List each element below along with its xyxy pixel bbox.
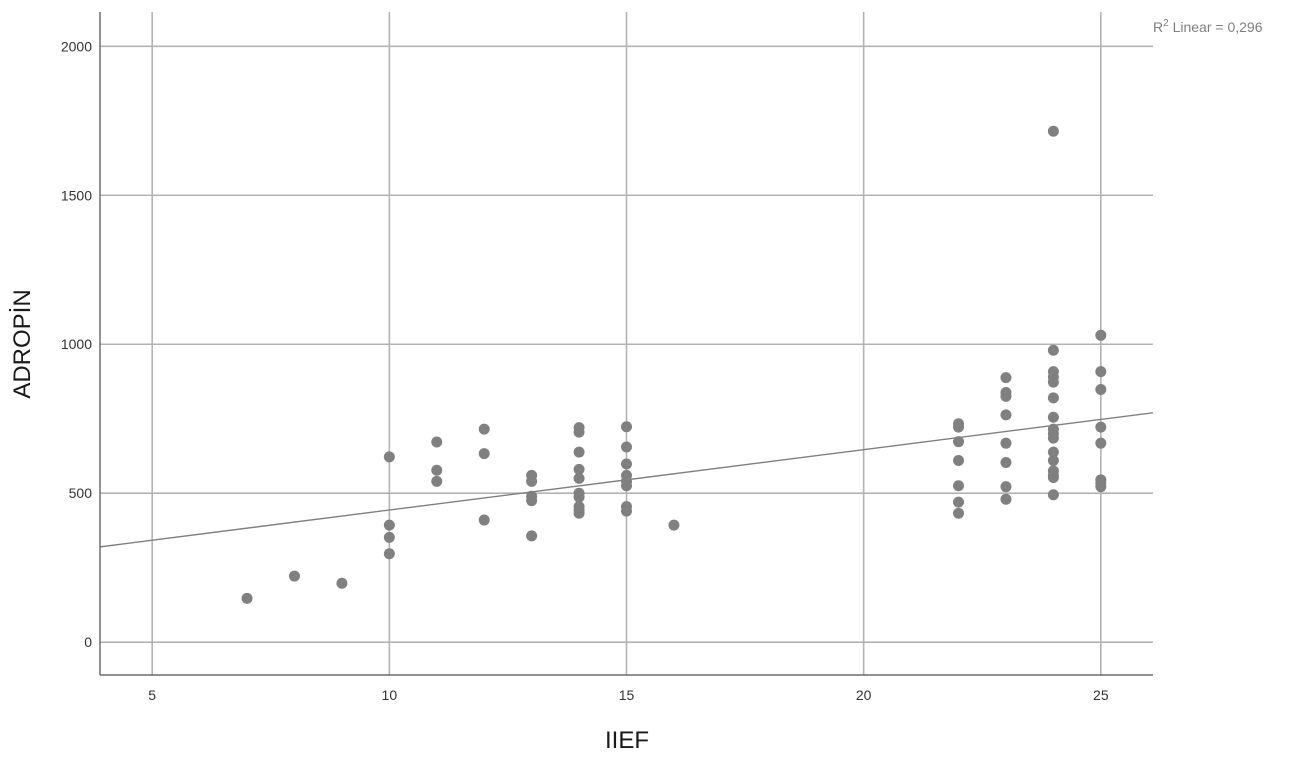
data-point — [1047, 376, 1059, 388]
y-tick-label: 2000 — [61, 38, 92, 54]
data-point — [953, 421, 965, 433]
x-tick-label: 20 — [856, 687, 872, 703]
data-point — [953, 480, 965, 492]
data-point — [431, 475, 443, 487]
data-point — [431, 464, 443, 476]
data-point — [288, 570, 300, 582]
data-point — [1047, 446, 1059, 458]
data-point — [241, 592, 253, 604]
y-tick-label: 1500 — [61, 187, 92, 203]
data-point — [621, 480, 632, 492]
data-point — [336, 577, 348, 589]
data-point — [526, 475, 538, 487]
data-point — [573, 491, 585, 503]
data-point — [383, 548, 395, 560]
data-point — [478, 423, 490, 435]
data-point — [1095, 481, 1107, 493]
x-tick-label: 10 — [382, 687, 398, 703]
data-point — [573, 463, 585, 475]
axes — [99, 12, 1153, 676]
data-point — [668, 519, 680, 531]
y-tick-label: 500 — [69, 485, 93, 501]
data-point — [383, 451, 395, 463]
r-squared-label: R2 Linear = 0,296 — [1153, 18, 1263, 35]
data-point — [478, 448, 490, 460]
data-point — [573, 507, 585, 519]
data-point — [1047, 432, 1059, 444]
x-axis-title: IIEF — [605, 727, 649, 754]
data-point — [1095, 421, 1107, 433]
data-point — [526, 495, 538, 507]
data-point — [1000, 372, 1012, 384]
data-point — [953, 496, 965, 508]
data-point — [1047, 344, 1059, 356]
data-point — [621, 458, 632, 470]
data-point — [431, 436, 443, 448]
data-points — [241, 125, 1107, 604]
data-point — [478, 514, 490, 526]
data-point — [953, 507, 965, 519]
data-point — [1047, 392, 1059, 404]
data-point — [1000, 409, 1012, 421]
x-tick-label: 5 — [148, 687, 156, 703]
data-point — [953, 454, 965, 466]
data-point — [953, 436, 965, 448]
data-point — [1047, 489, 1059, 501]
data-point — [1000, 390, 1012, 402]
data-point — [573, 472, 585, 484]
y-tick-label: 1000 — [61, 336, 92, 352]
data-point — [1095, 329, 1107, 341]
data-point — [1095, 366, 1107, 378]
x-tick-label: 25 — [1093, 687, 1109, 703]
data-point — [1095, 384, 1107, 396]
data-point — [573, 426, 585, 438]
grid-lines — [100, 12, 1153, 675]
data-point — [621, 505, 632, 517]
y-tick-label: 0 — [84, 634, 92, 650]
data-point — [621, 441, 632, 453]
data-point — [1047, 454, 1059, 466]
data-point — [1000, 457, 1012, 469]
data-point — [621, 421, 632, 433]
data-point — [383, 519, 395, 531]
data-point — [1047, 471, 1059, 483]
data-point — [1000, 493, 1012, 505]
data-point — [1000, 481, 1012, 493]
data-point — [526, 530, 538, 542]
x-tick-label: 15 — [619, 687, 635, 703]
data-point — [1000, 437, 1012, 449]
data-point — [1095, 437, 1107, 449]
y-axis-title: ADROPİN — [9, 289, 36, 398]
data-point — [1047, 411, 1059, 423]
data-point — [1047, 125, 1059, 137]
data-point — [383, 531, 395, 543]
data-point — [573, 446, 585, 458]
tick-labels: 5 10 15 20 25 0 500 1000 1500 2000 — [61, 38, 1109, 703]
